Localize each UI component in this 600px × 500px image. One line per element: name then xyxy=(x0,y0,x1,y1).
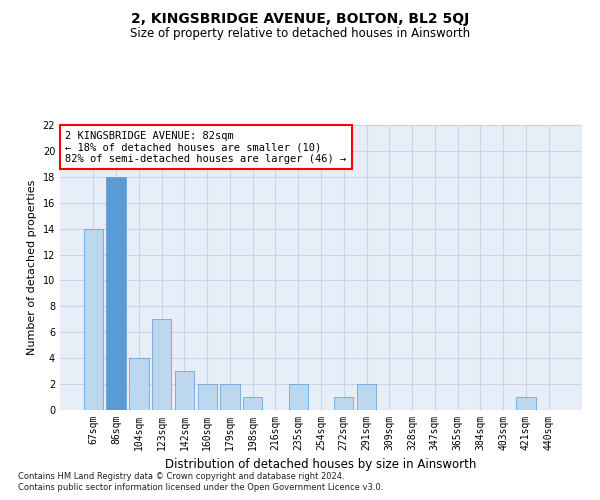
Bar xyxy=(129,358,149,410)
X-axis label: Distribution of detached houses by size in Ainsworth: Distribution of detached houses by size … xyxy=(166,458,476,471)
Bar xyxy=(243,397,262,410)
Bar xyxy=(334,397,353,410)
Y-axis label: Number of detached properties: Number of detached properties xyxy=(27,180,37,355)
Bar xyxy=(197,384,217,410)
Bar xyxy=(289,384,308,410)
Bar xyxy=(357,384,376,410)
Bar xyxy=(516,397,536,410)
Bar xyxy=(152,320,172,410)
Bar xyxy=(175,371,194,410)
Text: 2, KINGSBRIDGE AVENUE, BOLTON, BL2 5QJ: 2, KINGSBRIDGE AVENUE, BOLTON, BL2 5QJ xyxy=(131,12,469,26)
Text: Contains HM Land Registry data © Crown copyright and database right 2024.: Contains HM Land Registry data © Crown c… xyxy=(18,472,344,481)
Text: Size of property relative to detached houses in Ainsworth: Size of property relative to detached ho… xyxy=(130,28,470,40)
Bar xyxy=(106,177,126,410)
Bar xyxy=(220,384,239,410)
Text: Contains public sector information licensed under the Open Government Licence v3: Contains public sector information licen… xyxy=(18,484,383,492)
Text: 2 KINGSBRIDGE AVENUE: 82sqm
← 18% of detached houses are smaller (10)
82% of sem: 2 KINGSBRIDGE AVENUE: 82sqm ← 18% of det… xyxy=(65,130,346,164)
Bar xyxy=(84,228,103,410)
